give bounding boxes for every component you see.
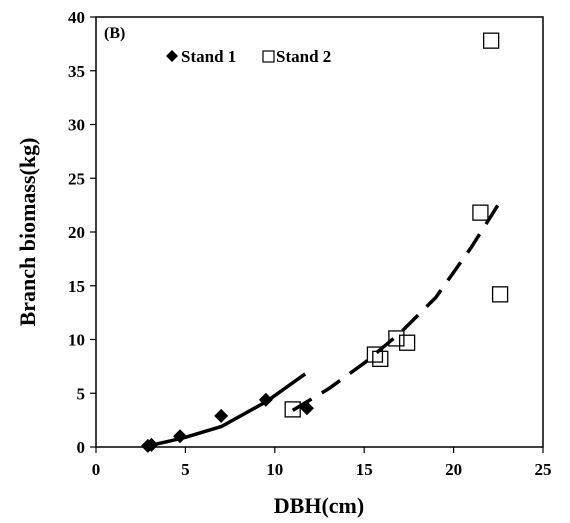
data-point-stand-1	[214, 408, 229, 423]
plot-frame	[95, 16, 544, 448]
y-tick-label: 20	[68, 223, 85, 242]
data-markers	[140, 32, 509, 453]
y-tick-label: 10	[68, 331, 85, 350]
y-tick-label: 25	[68, 169, 85, 188]
y-tick-label: 5	[77, 384, 86, 403]
panel-label: (B)	[104, 25, 125, 42]
fit-line-stand-1	[147, 372, 307, 448]
fit-lines	[147, 197, 504, 448]
legend: Stand 1 Stand 2	[166, 47, 331, 66]
data-point-stand-1	[173, 429, 188, 444]
data-point-stand-1	[299, 401, 314, 416]
x-tick-label: 5	[181, 460, 190, 479]
data-point-stand-2	[388, 330, 405, 347]
data-point-stand-2	[472, 204, 489, 221]
y-tick-label: 40	[68, 8, 85, 27]
data-point-stand-2	[284, 401, 301, 418]
y-tick-label: 35	[68, 62, 85, 81]
x-tick-label: 0	[92, 460, 101, 479]
fit-line-stand-2	[291, 197, 504, 412]
data-point-stand-2	[482, 32, 500, 49]
data-point-stand-1	[144, 437, 159, 452]
legend-label-stand-2: Stand 2	[276, 47, 331, 66]
data-point-stand-2	[372, 350, 389, 368]
legend-marker-stand-2	[262, 50, 275, 63]
y-axis-title: Branch biomass(kg)	[15, 138, 40, 327]
data-point-stand-2	[491, 286, 509, 303]
data-point-stand-2	[398, 334, 416, 351]
data-point-stand-2	[366, 346, 384, 363]
data-point-stand-1	[258, 392, 273, 407]
legend-label-stand-1: Stand 1	[181, 47, 236, 66]
x-tick-label: 15	[356, 460, 373, 479]
x-tick-label: 25	[535, 460, 552, 479]
x-tick-label: 20	[445, 460, 462, 479]
legend-marker-stand-1	[166, 50, 178, 62]
axis-ticks: 0 5 10 15 20 25 0 5 10 15 20 25 30 35 40	[68, 8, 552, 479]
y-tick-label: 30	[68, 116, 85, 135]
y-tick-label: 0	[77, 438, 86, 457]
y-tick-label: 15	[68, 277, 85, 296]
x-axis-title: DBH(cm)	[274, 493, 364, 518]
x-tick-label: 10	[266, 460, 283, 479]
